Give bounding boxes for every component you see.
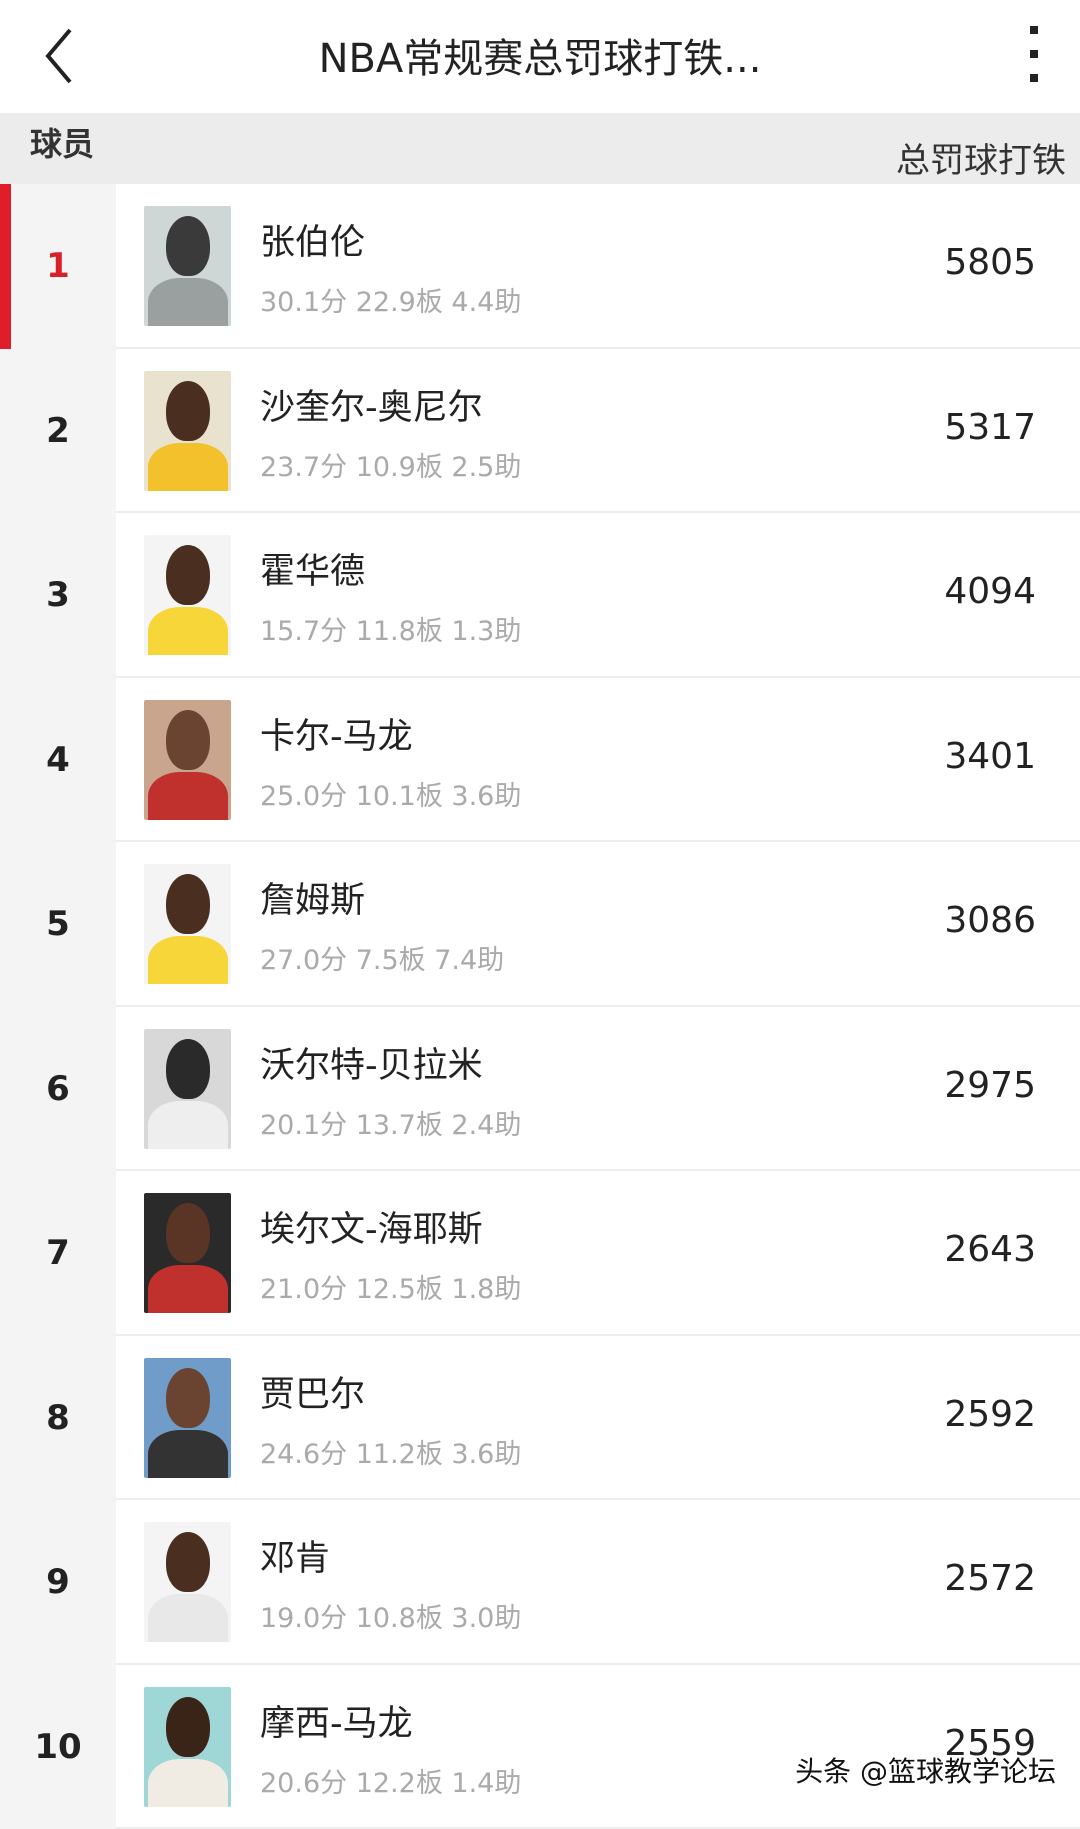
player-photo — [144, 700, 231, 820]
player-photo-body — [148, 1594, 228, 1642]
row-content[interactable]: 邓肯 19.0分 10.8板 3.0助 2572 — [116, 1500, 1080, 1665]
rank: 9 — [0, 1500, 116, 1665]
row-content[interactable]: 卡尔-马龙 25.0分 10.1板 3.6助 3401 — [116, 678, 1080, 843]
rank: 10 — [0, 1665, 116, 1829]
rank: 7 — [0, 1171, 116, 1336]
table-row[interactable]: 6 沃尔特-贝拉米 20.1分 13.7板 2.4助 2975 — [0, 1007, 1080, 1172]
player-photo-head — [166, 710, 210, 770]
page-title: NBA常规赛总罚球打铁... — [0, 26, 1080, 84]
rank: 6 — [0, 1007, 116, 1172]
table-row[interactable]: 10 摩西-马龙 20.6分 12.2板 1.4助 2559 — [0, 1665, 1080, 1829]
missed-free-throws: 5805 — [944, 242, 1036, 283]
missed-free-throws: 3086 — [944, 900, 1036, 941]
missed-free-throws: 2592 — [944, 1394, 1036, 1435]
player-stats: 25.0分 10.1板 3.6助 — [260, 774, 521, 813]
missed-free-throws: 2975 — [944, 1065, 1036, 1106]
player-photo-head — [166, 216, 210, 276]
row-content[interactable]: 霍华德 15.7分 11.8板 1.3助 4094 — [116, 513, 1080, 678]
table-row[interactable]: 8 贾巴尔 24.6分 11.2板 3.6助 2592 — [0, 1336, 1080, 1501]
player-name: 沃尔特-贝拉米 — [260, 1037, 483, 1088]
table-row[interactable]: 4 卡尔-马龙 25.0分 10.1板 3.6助 3401 — [0, 678, 1080, 843]
table-row[interactable]: 3 霍华德 15.7分 11.8板 1.3助 4094 — [0, 513, 1080, 678]
player-name: 埃尔文-海耶斯 — [260, 1201, 483, 1252]
player-name: 张伯伦 — [260, 214, 365, 265]
player-photo-head — [166, 545, 210, 605]
player-stats: 23.7分 10.9板 2.5助 — [260, 445, 521, 484]
player-photo-head — [166, 1697, 210, 1757]
row-content[interactable]: 詹姆斯 27.0分 7.5板 7.4助 3086 — [116, 842, 1080, 1007]
rank: 2 — [0, 349, 116, 514]
missed-free-throws: 3401 — [944, 736, 1036, 777]
player-stats: 24.6分 11.2板 3.6助 — [260, 1432, 521, 1471]
row-content[interactable]: 贾巴尔 24.6分 11.2板 3.6助 2592 — [116, 1336, 1080, 1501]
ranking-list: 1 张伯伦 30.1分 22.9板 4.4助 5805 2 沙奎尔-奥尼尔 23… — [0, 184, 1080, 1829]
table-row[interactable]: 9 邓肯 19.0分 10.8板 3.0助 2572 — [0, 1500, 1080, 1665]
top-bar: NBA常规赛总罚球打铁... — [0, 0, 1080, 113]
column-player: 球员 — [30, 119, 94, 165]
player-photo-head — [166, 1039, 210, 1099]
rank: 4 — [0, 678, 116, 843]
player-stats: 20.1分 13.7板 2.4助 — [260, 1103, 521, 1142]
player-stats: 19.0分 10.8板 3.0助 — [260, 1596, 521, 1635]
player-name: 霍华德 — [260, 543, 365, 594]
player-photo — [144, 864, 231, 984]
player-photo — [144, 1029, 231, 1149]
player-photo-head — [166, 1203, 210, 1263]
player-photo-body — [148, 607, 228, 655]
player-photo-body — [148, 443, 228, 491]
player-photo-head — [166, 874, 210, 934]
player-photo-body — [148, 1101, 228, 1149]
row-content[interactable]: 张伯伦 30.1分 22.9板 4.4助 5805 — [116, 184, 1080, 349]
missed-free-throws: 2643 — [944, 1229, 1036, 1270]
table-row[interactable]: 2 沙奎尔-奥尼尔 23.7分 10.9板 2.5助 5317 — [0, 349, 1080, 514]
player-photo — [144, 535, 231, 655]
rank: 3 — [0, 513, 116, 678]
player-name: 卡尔-马龙 — [260, 708, 413, 759]
player-photo-head — [166, 1368, 210, 1428]
row-content[interactable]: 沙奎尔-奥尼尔 23.7分 10.9板 2.5助 5317 — [116, 349, 1080, 514]
missed-free-throws: 2572 — [944, 1558, 1036, 1599]
row-content[interactable]: 沃尔特-贝拉米 20.1分 13.7板 2.4助 2975 — [116, 1007, 1080, 1172]
rank: 8 — [0, 1336, 116, 1501]
player-photo — [144, 1522, 231, 1642]
player-photo — [144, 371, 231, 491]
rank: 5 — [0, 842, 116, 1007]
player-photo — [144, 1687, 231, 1807]
player-photo-body — [148, 772, 228, 820]
player-name: 贾巴尔 — [260, 1366, 365, 1417]
player-photo-body — [148, 278, 228, 326]
player-photo-head — [166, 1532, 210, 1592]
player-photo — [144, 206, 231, 326]
table-header: 球员 总罚球打铁 — [0, 113, 1080, 184]
player-photo-body — [148, 1430, 228, 1478]
table-row[interactable]: 5 詹姆斯 27.0分 7.5板 7.4助 3086 — [0, 842, 1080, 1007]
table-row[interactable]: 7 埃尔文-海耶斯 21.0分 12.5板 1.8助 2643 — [0, 1171, 1080, 1336]
player-name: 邓肯 — [260, 1530, 330, 1581]
player-photo — [144, 1193, 231, 1313]
player-stats: 30.1分 22.9板 4.4助 — [260, 280, 521, 319]
player-photo-body — [148, 936, 228, 984]
missed-free-throws: 5317 — [944, 407, 1036, 448]
row-content[interactable]: 摩西-马龙 20.6分 12.2板 1.4助 2559 — [116, 1665, 1080, 1829]
player-name: 詹姆斯 — [260, 872, 365, 923]
player-stats: 21.0分 12.5板 1.8助 — [260, 1267, 521, 1306]
player-stats: 20.6分 12.2板 1.4助 — [260, 1761, 521, 1800]
player-photo — [144, 1358, 231, 1478]
player-name: 沙奎尔-奥尼尔 — [260, 379, 483, 430]
missed-free-throws: 4094 — [944, 571, 1036, 612]
row-content[interactable]: 埃尔文-海耶斯 21.0分 12.5板 1.8助 2643 — [116, 1171, 1080, 1336]
table-row[interactable]: 1 张伯伦 30.1分 22.9板 4.4助 5805 — [0, 184, 1080, 349]
column-value[interactable]: 总罚球打铁 — [896, 133, 1066, 182]
player-photo-body — [148, 1265, 228, 1313]
player-photo-body — [148, 1759, 228, 1807]
watermark: 头条 @篮球教学论坛 — [795, 1750, 1056, 1790]
more-vertical-icon[interactable] — [1024, 26, 1044, 86]
player-stats: 15.7分 11.8板 1.3助 — [260, 609, 521, 648]
rank: 1 — [0, 184, 116, 349]
player-name: 摩西-马龙 — [260, 1695, 413, 1746]
player-photo-head — [166, 381, 210, 441]
player-stats: 27.0分 7.5板 7.4助 — [260, 938, 504, 977]
